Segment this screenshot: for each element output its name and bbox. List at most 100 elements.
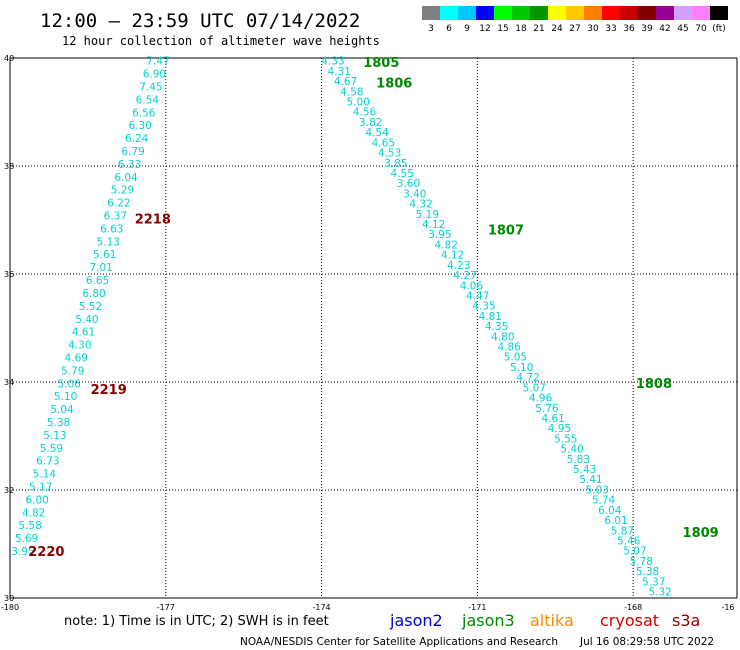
swh-value: 4.56 xyxy=(353,107,377,119)
legend-label: (ft) xyxy=(712,24,726,34)
time-label: 2220 xyxy=(28,545,64,560)
legend-label: 36 xyxy=(623,24,635,34)
legend-swatch xyxy=(638,6,656,20)
swh-value: 5.41 xyxy=(579,474,602,486)
swh-value: 5.38 xyxy=(47,417,70,429)
swh-value: 6.65 xyxy=(86,275,109,287)
swh-value: 6.37 xyxy=(104,211,127,223)
x-tick-label: -180 xyxy=(1,603,19,612)
x-axis-ticks: -180 -177 -174 -171 -168 -16 xyxy=(1,603,735,612)
legend-swatch xyxy=(602,6,620,20)
swh-value: 7.01 xyxy=(89,262,112,274)
time-label: 1805 xyxy=(363,56,399,71)
swh-value: 4.55 xyxy=(391,168,414,180)
swh-value: 6.04 xyxy=(114,172,138,184)
swh-value: 5.83 xyxy=(567,454,590,466)
swh-value: 5.78 xyxy=(630,556,653,568)
legend-swatch xyxy=(674,6,692,20)
swh-value: 4.27 xyxy=(453,270,476,282)
time-label: 1806 xyxy=(376,76,412,91)
swh-value: 5.07 xyxy=(623,546,646,558)
legend-label: 24 xyxy=(551,24,563,34)
swh-value: 6.33 xyxy=(118,159,141,171)
time-label: 1808 xyxy=(636,377,672,392)
color-legend: 3 6 9 12 15 18 21 24 27 30 33 36 39 42 45 70 (ft) xyxy=(422,6,728,34)
legend-swatch xyxy=(548,6,566,20)
satellite-name: jason2 xyxy=(389,611,443,630)
legend-label: 42 xyxy=(659,24,670,34)
swh-value: 5.04 xyxy=(50,404,74,416)
swh-value: 4.86 xyxy=(497,342,521,354)
swh-value: 4.61 xyxy=(72,327,95,339)
swh-value: 5.43 xyxy=(573,464,596,476)
swh-value: 4.53 xyxy=(378,148,401,160)
legend-swatch xyxy=(458,6,476,20)
swh-value: 3.95 xyxy=(11,546,34,558)
satellite-name: s3a xyxy=(672,611,700,630)
swh-value: 4.69 xyxy=(65,352,88,364)
swh-value: 5.40 xyxy=(75,314,98,326)
x-tick-label: -16 xyxy=(721,603,734,612)
legend-label: 30 xyxy=(587,24,599,34)
swh-value: 6.01 xyxy=(604,515,627,527)
legend-label: 15 xyxy=(497,24,508,34)
swh-value: 4.54 xyxy=(365,127,389,139)
swh-value: 4.35 xyxy=(472,301,495,313)
satellite-name: cryosat xyxy=(600,611,659,630)
legend-swatch xyxy=(584,6,602,20)
swh-value: 4.47 xyxy=(466,290,489,302)
legend-swatch xyxy=(530,6,548,20)
swh-value: 6.80 xyxy=(82,288,105,300)
swh-value: 5.10 xyxy=(54,391,77,403)
swh-value: 4.72 xyxy=(516,372,539,384)
swh-value: 4.58 xyxy=(340,86,363,98)
footer-credit: NOAA/NESDIS Center for Satellite Applica… xyxy=(240,636,558,648)
legend-label: 45 xyxy=(677,24,688,34)
legend-label: 6 xyxy=(446,24,452,34)
swh-value: 6.73 xyxy=(36,456,59,468)
swh-value: 4.65 xyxy=(372,137,395,149)
swh-value: 4.82 xyxy=(435,239,458,251)
y-tick-label: 40 xyxy=(4,54,14,63)
swh-value: 5.03 xyxy=(586,484,609,496)
swh-value: 5.59 xyxy=(40,443,63,455)
swh-value: 7.47 xyxy=(146,56,169,68)
legend-swatch xyxy=(422,6,440,20)
y-axis-ticks: 30 32 34 36 38 40 xyxy=(4,54,14,603)
legend-swatch xyxy=(440,6,458,20)
x-tick-label: -171 xyxy=(468,603,486,612)
swh-value: 6.00 xyxy=(25,494,48,506)
swh-value: 5.06 xyxy=(57,378,81,390)
x-tick-label: -168 xyxy=(624,603,642,612)
swh-value: 5.38 xyxy=(636,566,659,578)
time-label: 1809 xyxy=(683,526,719,541)
legend-label: 12 xyxy=(479,24,490,34)
swh-value: 4.61 xyxy=(541,413,564,425)
legend-swatch xyxy=(620,6,638,20)
swh-value: 4.23 xyxy=(447,260,470,272)
note-text: note: 1) Time is in UTC; 2) SWH is in fe… xyxy=(64,614,329,629)
swh-value: 5.87 xyxy=(611,525,634,537)
y-tick-label: 30 xyxy=(4,594,14,603)
legend-label: 21 xyxy=(533,24,544,34)
y-tick-label: 38 xyxy=(4,162,14,171)
swh-value: 4.95 xyxy=(548,423,571,435)
legend-label: 27 xyxy=(569,24,580,34)
grid-lines xyxy=(10,58,737,598)
y-tick-label: 36 xyxy=(4,270,14,279)
swh-value: 4.06 xyxy=(460,280,484,292)
swh-value: 5.74 xyxy=(592,495,616,507)
legend-label: 39 xyxy=(641,24,653,34)
swh-value: 6.04 xyxy=(598,505,622,517)
x-tick-label: -177 xyxy=(157,603,175,612)
swh-value: 4.33 xyxy=(321,56,344,68)
swh-value: 5.61 xyxy=(93,249,116,261)
swh-value: 3.85 xyxy=(384,158,407,170)
satellite-name: altika xyxy=(530,611,574,630)
swh-value: 6.30 xyxy=(129,120,152,132)
swh-value: 5.14 xyxy=(33,469,57,481)
swh-value: 4.96 xyxy=(529,393,553,405)
swh-value: 5.55 xyxy=(554,433,577,445)
legend-swatch xyxy=(476,6,494,20)
